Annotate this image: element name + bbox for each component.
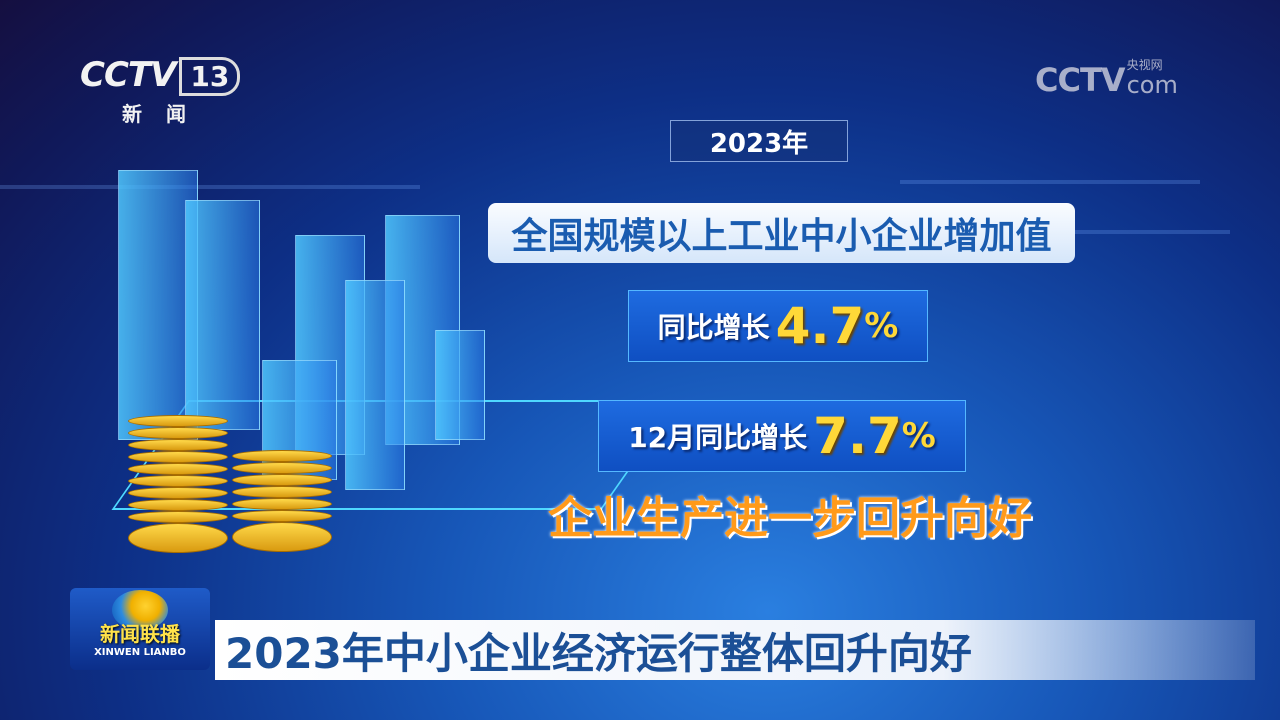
program-logo: 新闻联播 XINWEN LIANBO: [70, 588, 210, 670]
watermark-brand: CCTV: [1035, 61, 1126, 99]
coin: [232, 486, 332, 498]
coin: [232, 522, 332, 552]
building-bar: [118, 170, 198, 440]
coin: [128, 463, 228, 475]
background-line: [0, 185, 420, 189]
stat-label: 12月同比增长: [628, 421, 808, 454]
coin: [128, 475, 228, 487]
coin: [232, 462, 332, 474]
stat-label: 同比增长: [657, 311, 770, 344]
coin: [128, 439, 228, 451]
coin: [232, 510, 332, 522]
globe-icon: [112, 590, 168, 630]
channel-logo: CCTV 13 新闻: [80, 55, 241, 127]
building-bar: [185, 200, 260, 430]
coin: [232, 498, 332, 510]
coin: [128, 523, 228, 553]
channel-number: 13: [179, 57, 241, 96]
year-label: 2023年: [670, 120, 848, 162]
watermark-site: 央视网: [1126, 58, 1163, 72]
cctv-com-watermark: CCTV 央视网 com: [1035, 58, 1178, 98]
coin: [128, 499, 228, 511]
conclusion-text: 企业生产进一步回升向好: [548, 493, 1032, 544]
news-caption: 2023年中小企业经济运行整体回升向好: [215, 620, 1255, 680]
coin: [128, 427, 228, 439]
coin: [232, 474, 332, 486]
building-bar: [345, 280, 405, 490]
watermark-suffix: com: [1126, 71, 1178, 99]
coin: [128, 451, 228, 463]
coin: [128, 415, 228, 427]
stat-value: 7.7: [813, 407, 902, 465]
background-line: [900, 180, 1200, 184]
program-name-cn: 新闻联播: [100, 622, 180, 646]
stat-unit: %: [864, 306, 899, 346]
building-bar: [435, 330, 485, 440]
stat-unit: %: [901, 416, 936, 456]
coin: [128, 511, 228, 523]
graphic-title: 全国规模以上工业中小企业增加值: [488, 203, 1075, 263]
stat-value: 4.7: [775, 297, 865, 355]
coin: [232, 450, 332, 462]
background-line: [950, 230, 1230, 234]
coin: [128, 487, 228, 499]
program-name-en: XINWEN LIANBO: [94, 647, 186, 658]
stat-annual-growth: 同比增长 4.7 %: [628, 290, 928, 362]
stat-december-growth: 12月同比增长 7.7 %: [598, 400, 966, 472]
channel-subtitle: 新闻: [122, 102, 210, 126]
channel-brand: CCTV: [80, 55, 176, 95]
